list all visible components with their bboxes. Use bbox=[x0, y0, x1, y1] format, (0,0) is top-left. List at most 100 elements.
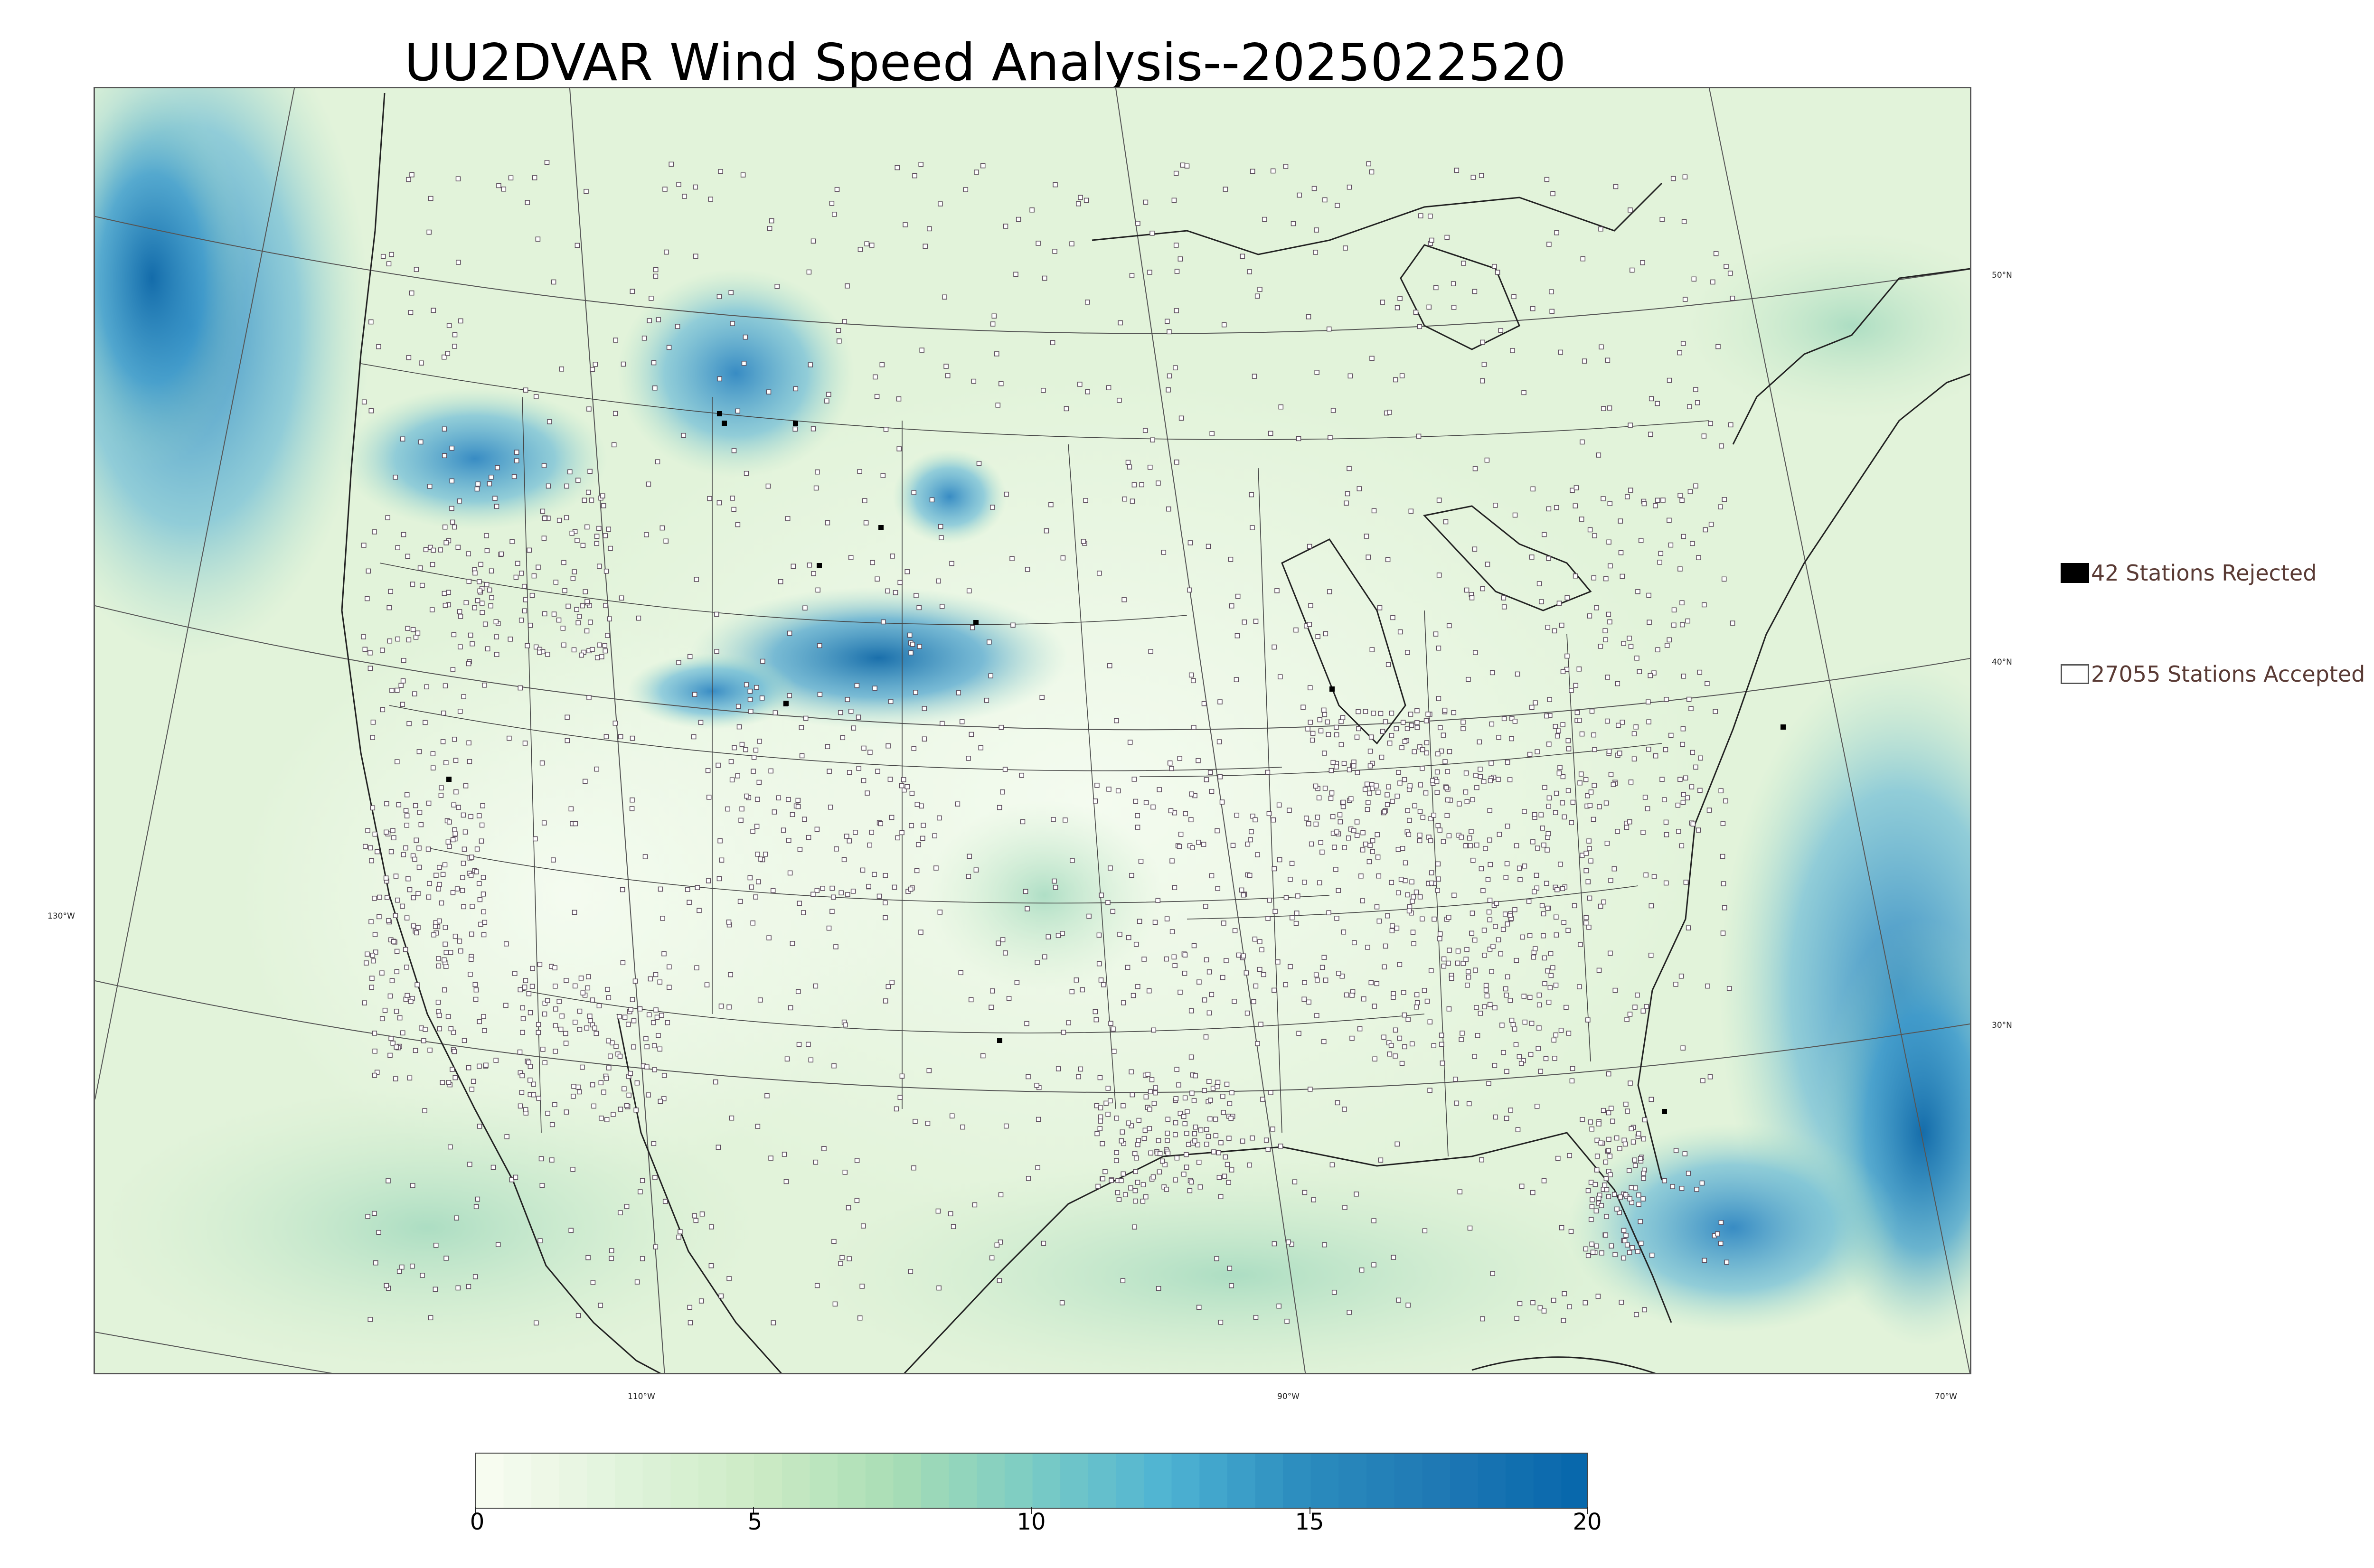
station-accepted-marker bbox=[1546, 242, 1552, 247]
station-accepted-marker bbox=[815, 587, 820, 593]
station-accepted-marker bbox=[807, 563, 812, 568]
station-accepted-marker bbox=[417, 810, 423, 815]
station-accepted-marker bbox=[414, 837, 419, 843]
station-accepted-marker bbox=[1385, 802, 1390, 807]
station-accepted-marker bbox=[698, 1298, 704, 1304]
station-accepted-marker bbox=[430, 751, 436, 756]
colorbar-band bbox=[893, 1454, 922, 1508]
station-accepted-marker bbox=[541, 535, 547, 541]
station-accepted-marker bbox=[1337, 812, 1343, 817]
colorbar-band bbox=[531, 1454, 560, 1508]
station-accepted-marker bbox=[1206, 1079, 1212, 1084]
station-accepted-marker bbox=[1026, 1074, 1031, 1080]
station-accepted-marker bbox=[1529, 1021, 1535, 1026]
station-accepted-marker bbox=[446, 323, 452, 328]
station-accepted-marker bbox=[653, 267, 659, 272]
station-accepted-marker bbox=[653, 1007, 659, 1013]
station-rejected-marker bbox=[1329, 686, 1335, 692]
station-accepted-marker bbox=[1198, 1127, 1204, 1133]
station-accepted-marker bbox=[1182, 952, 1188, 958]
colorbar-band bbox=[1088, 1454, 1117, 1508]
station-accepted-marker bbox=[1187, 540, 1193, 545]
station-accepted-marker bbox=[1000, 789, 1005, 795]
station-accepted-marker bbox=[1653, 503, 1658, 508]
station-accepted-marker bbox=[1229, 1167, 1234, 1173]
station-accepted-marker bbox=[1333, 867, 1338, 872]
station-accepted-marker bbox=[1677, 777, 1683, 782]
station-accepted-marker bbox=[1396, 770, 1401, 775]
station-accepted-marker bbox=[1649, 396, 1654, 402]
station-accepted-marker bbox=[1098, 977, 1104, 983]
station-accepted-marker bbox=[382, 1007, 388, 1013]
station-accepted-marker bbox=[1635, 1249, 1640, 1254]
station-accepted-marker bbox=[630, 289, 635, 294]
station-accepted-marker bbox=[608, 1053, 613, 1059]
station-accepted-marker bbox=[1487, 808, 1493, 813]
station-accepted-marker bbox=[1334, 916, 1339, 921]
station-accepted-marker bbox=[808, 1057, 814, 1063]
station-accepted-marker bbox=[448, 1026, 454, 1032]
station-accepted-marker bbox=[597, 563, 602, 569]
station-accepted-marker bbox=[1662, 1178, 1667, 1183]
station-accepted-marker bbox=[1657, 560, 1662, 565]
colorbar-band bbox=[1283, 1454, 1311, 1508]
station-accepted-marker bbox=[1197, 1184, 1203, 1190]
station-accepted-marker bbox=[559, 366, 564, 372]
station-accepted-marker bbox=[451, 802, 457, 807]
station-accepted-marker bbox=[1528, 1052, 1534, 1057]
station-accepted-marker bbox=[853, 830, 858, 835]
station-accepted-marker bbox=[1268, 1090, 1273, 1095]
station-accepted-marker bbox=[1511, 294, 1517, 300]
station-accepted-marker bbox=[1618, 518, 1623, 524]
station-accepted-marker bbox=[362, 1000, 367, 1005]
station-accepted-marker bbox=[1687, 489, 1693, 494]
station-accepted-marker bbox=[1149, 1077, 1155, 1082]
station-accepted-marker bbox=[443, 683, 448, 688]
station-accepted-marker bbox=[405, 626, 411, 631]
station-accepted-marker bbox=[389, 252, 394, 257]
station-accepted-marker bbox=[1558, 349, 1563, 355]
station-accepted-marker bbox=[420, 1273, 425, 1278]
station-accepted-marker bbox=[1414, 1000, 1420, 1005]
station-accepted-marker bbox=[361, 543, 367, 548]
station-accepted-marker bbox=[537, 962, 543, 967]
station-accepted-marker bbox=[678, 1229, 683, 1234]
station-accepted-marker bbox=[1405, 650, 1410, 655]
station-accepted-marker bbox=[494, 634, 499, 639]
station-accepted-marker bbox=[1247, 1162, 1252, 1168]
station-accepted-marker bbox=[864, 241, 869, 246]
station-accepted-marker bbox=[1573, 485, 1579, 490]
station-accepted-marker bbox=[1118, 320, 1123, 326]
station-accepted-marker bbox=[575, 538, 580, 543]
station-accepted-marker bbox=[1646, 719, 1651, 724]
station-accepted-marker bbox=[1527, 995, 1533, 1000]
station-accepted-marker bbox=[1150, 437, 1155, 442]
station-accepted-marker bbox=[473, 996, 479, 1002]
station-accepted-marker bbox=[1004, 1123, 1009, 1129]
station-accepted-marker bbox=[1296, 1031, 1301, 1036]
station-accepted-marker bbox=[1196, 979, 1202, 985]
station-accepted-marker bbox=[1680, 1045, 1686, 1051]
station-accepted-marker bbox=[1689, 784, 1695, 789]
station-accepted-marker bbox=[1659, 217, 1665, 222]
station-accepted-marker bbox=[1547, 985, 1553, 990]
station-accepted-marker bbox=[630, 997, 635, 1002]
station-accepted-marker bbox=[496, 183, 501, 188]
station-accepted-marker bbox=[1360, 830, 1366, 836]
station-accepted-marker bbox=[1059, 1300, 1065, 1305]
station-accepted-marker bbox=[1591, 732, 1596, 738]
station-accepted-marker bbox=[1394, 925, 1400, 931]
station-accepted-marker bbox=[1728, 422, 1733, 428]
station-accepted-marker bbox=[587, 469, 593, 474]
station-accepted-marker bbox=[620, 887, 625, 892]
station-accepted-marker bbox=[1436, 696, 1441, 701]
station-accepted-marker bbox=[1698, 755, 1703, 761]
station-accepted-marker bbox=[450, 837, 456, 843]
station-accepted-marker bbox=[1606, 539, 1611, 545]
station-accepted-marker bbox=[1585, 1188, 1591, 1193]
station-accepted-marker bbox=[628, 1007, 633, 1012]
station-accepted-marker bbox=[1339, 973, 1345, 979]
station-accepted-marker bbox=[1187, 1188, 1193, 1193]
station-accepted-marker bbox=[1707, 1074, 1713, 1080]
station-accepted-marker bbox=[1534, 873, 1539, 878]
